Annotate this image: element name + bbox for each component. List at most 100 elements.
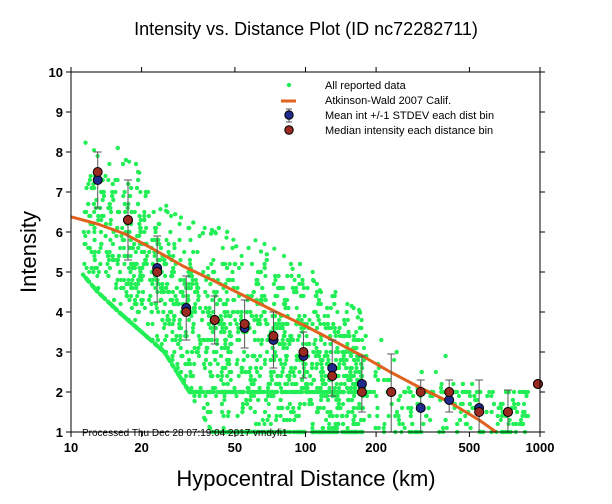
- reported-data-point: [491, 401, 497, 407]
- reported-data-point: [342, 361, 347, 367]
- reported-data-point: [484, 409, 489, 415]
- reported-data-point: [187, 257, 192, 263]
- reported-data-point: [333, 349, 338, 355]
- reported-data-point: [142, 213, 147, 219]
- reported-data-point: [489, 409, 494, 415]
- reported-data-point: [297, 405, 302, 411]
- reported-data-point: [122, 201, 127, 207]
- reported-data-point: [147, 277, 153, 283]
- reported-data-point: [140, 297, 145, 303]
- median-marker: [474, 407, 485, 417]
- reported-data-point: [358, 405, 363, 411]
- reported-data-point: [96, 269, 101, 275]
- reported-data-point: [278, 413, 283, 419]
- reported-data-point: [171, 313, 177, 319]
- reported-data-point: [183, 361, 188, 367]
- reported-data-point: [196, 333, 201, 339]
- reported-data-point: [336, 329, 341, 335]
- reported-data-point: [354, 329, 359, 335]
- y-axis-ticks: 1 2 3 4 5 6 7 8 9 10: [49, 65, 545, 440]
- reported-data-point: [192, 361, 197, 367]
- reported-data-point: [138, 273, 143, 279]
- reported-data-point: [334, 381, 339, 387]
- reported-data-point: [490, 389, 495, 395]
- reported-data-point: [188, 237, 193, 243]
- reported-data-point: [349, 353, 354, 359]
- distance-bin: [502, 389, 513, 433]
- reported-data-point: [249, 313, 254, 319]
- reported-data-point: [251, 289, 256, 295]
- reported-data-point: [277, 317, 282, 323]
- reported-data-point: [91, 269, 96, 275]
- reported-data-point: [211, 257, 216, 263]
- reported-data-point: [408, 413, 413, 419]
- reported-data-point: [159, 341, 164, 347]
- reported-data-point: [326, 325, 331, 331]
- reported-data-point: [173, 301, 178, 307]
- reported-data-point: [177, 237, 182, 243]
- reported-data-point: [334, 425, 339, 431]
- reported-data-point: [88, 173, 93, 179]
- reported-data-point: [439, 381, 444, 387]
- reported-data-point: [211, 269, 216, 275]
- reported-data-point: [291, 405, 296, 411]
- reported-data-point: [205, 409, 210, 415]
- reported-data-point: [323, 381, 328, 387]
- median-marker: [239, 319, 250, 329]
- reported-data-point: [142, 305, 147, 311]
- reported-data-point: [268, 369, 273, 375]
- reported-data-point: [239, 261, 245, 267]
- reported-data-point: [346, 409, 351, 415]
- reported-data-point: [173, 337, 178, 343]
- reported-data-point: [231, 297, 236, 303]
- reported-data-point: [137, 265, 142, 271]
- reported-data-point: [111, 257, 117, 263]
- reported-data-point: [229, 341, 234, 347]
- distance-bin: [532, 379, 543, 389]
- reported-data-point: [92, 237, 97, 243]
- reported-data-point: [223, 337, 228, 343]
- reported-data-point: [290, 337, 296, 343]
- reported-data-point: [463, 389, 469, 395]
- reported-data-point: [327, 421, 332, 427]
- reported-data-point: [307, 389, 312, 395]
- reported-data-point: [178, 215, 184, 220]
- reported-data-point: [107, 201, 112, 207]
- reported-data-point: [495, 413, 500, 419]
- reported-data-point: [178, 257, 183, 263]
- reported-data-point: [244, 309, 249, 315]
- reported-data-point: [293, 389, 299, 395]
- reported-data-point: [138, 189, 143, 195]
- reported-data-point: [234, 244, 239, 249]
- reported-data-point: [86, 229, 91, 235]
- reported-data-point: [470, 405, 475, 411]
- reported-data-point: [191, 305, 196, 311]
- reported-data-point: [457, 417, 463, 423]
- legend: All reported data Atkinson-Wald 2007 Cal…: [281, 73, 536, 143]
- reported-data-point: [229, 369, 234, 375]
- reported-data-point: [407, 389, 412, 395]
- reported-data-point: [335, 345, 340, 351]
- reported-data-point: [514, 421, 519, 427]
- reported-data-point: [433, 369, 438, 375]
- reported-data-point: [205, 389, 210, 395]
- reported-data-point: [282, 329, 287, 335]
- reported-data-point: [340, 401, 346, 407]
- reported-data-point: [225, 309, 230, 315]
- reported-data-point: [209, 261, 214, 267]
- reported-data-point: [332, 385, 337, 391]
- reported-data-point: [338, 357, 343, 363]
- reported-data-point: [113, 189, 118, 195]
- reported-data-point: [225, 373, 230, 379]
- reported-data-point: [214, 337, 220, 343]
- reported-data-point: [280, 321, 285, 327]
- reported-data-point: [203, 305, 208, 311]
- reported-data-point: [351, 357, 357, 363]
- reported-data-point: [259, 313, 264, 319]
- reported-data-point: [255, 269, 261, 275]
- reported-data-point: [321, 405, 326, 411]
- reported-data-point: [262, 261, 267, 267]
- reported-data-point: [87, 177, 92, 183]
- reported-data-point: [98, 261, 103, 267]
- reported-data-point: [191, 220, 196, 225]
